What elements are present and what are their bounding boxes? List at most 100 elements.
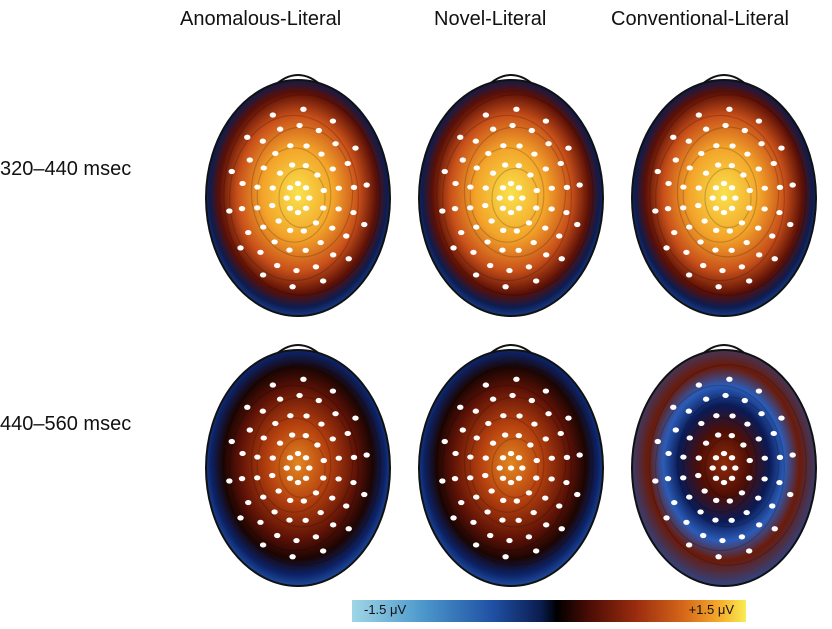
electrode-dot (276, 440, 284, 446)
electrode-dot (246, 427, 253, 433)
electrode-dot (361, 491, 368, 498)
electrode-dot (507, 465, 515, 471)
electrode-dot (712, 227, 720, 233)
electrode-dot (302, 205, 310, 211)
electrode-dot (726, 228, 734, 234)
electrode-dot (755, 388, 763, 394)
electrode-dot (530, 509, 537, 516)
electrode-dot (542, 495, 549, 501)
electrode-dot (439, 478, 446, 484)
electrode-dot (740, 172, 747, 178)
electrode-dot (789, 182, 796, 188)
electrode-dot (527, 442, 534, 448)
electrode-dot (755, 436, 762, 442)
electrode-dot (776, 209, 783, 216)
electrode-dot (452, 450, 459, 457)
electrode-dot (441, 438, 448, 445)
electrode-dot (685, 272, 693, 278)
electrode-dot (769, 233, 776, 239)
contour-band (436, 364, 594, 566)
electrode-dot (680, 205, 687, 211)
electrode-dot (712, 185, 720, 191)
electrode-dot (770, 430, 777, 437)
contour-band (704, 167, 752, 229)
electrode-dot (728, 163, 736, 169)
electrode-dot (502, 284, 509, 290)
electrode-dot (302, 185, 310, 191)
contour-band (278, 167, 326, 229)
electrode-dot (743, 509, 750, 516)
contour-band (649, 364, 807, 566)
electrode-dot (548, 206, 555, 212)
electrode-dot (509, 392, 516, 399)
electrode-dot (302, 433, 310, 439)
electrode-dot (558, 526, 565, 532)
electrode-dot (697, 509, 704, 515)
electrode-dot (712, 455, 720, 461)
electrode-dot (245, 499, 252, 506)
electrode-dot (533, 475, 540, 481)
electrode-dot (459, 157, 466, 163)
electrode-dot (531, 151, 538, 157)
electrode-dot (746, 187, 753, 194)
contour-band (469, 147, 545, 243)
electrode-dot (515, 517, 522, 523)
electrode-dot (720, 209, 728, 216)
electrode-dot (744, 421, 751, 427)
electrode-dot (287, 413, 294, 419)
electrode-dot (695, 185, 702, 191)
topomap-novel-320-440 (418, 74, 604, 317)
electrode-dot (269, 382, 277, 388)
electrode-dot (525, 220, 533, 226)
electrode-dot (329, 436, 336, 442)
colorbar: -1.5 μV +1.5 μV (352, 600, 746, 622)
electrode-dot (473, 435, 480, 441)
electrode-dot (548, 455, 555, 461)
electrode-dot (728, 455, 736, 461)
electrode-dot (472, 272, 480, 278)
electrode-dot (713, 413, 720, 419)
electrode-dot (685, 542, 693, 548)
electrode-dot (729, 413, 736, 419)
electrode-dot (317, 239, 324, 246)
electrode-dot (467, 475, 474, 481)
electrode-dot (335, 185, 342, 191)
electrode-dot (715, 554, 722, 560)
electrode-dot (499, 247, 506, 253)
electrode-dot (712, 205, 720, 211)
electrode-dot (259, 408, 267, 414)
electrode-dot (319, 278, 327, 284)
electrode-dot (680, 454, 687, 460)
electrode-dot (670, 134, 677, 140)
electrode-dot (771, 526, 778, 532)
electrode-dot (713, 143, 720, 149)
electrode-dot (542, 166, 549, 172)
contour-band (682, 417, 758, 513)
electrode-dot (663, 245, 670, 251)
electrode-dot (745, 548, 753, 554)
electrode-dot (761, 185, 768, 191)
electrode-dot (286, 227, 294, 233)
electrode-dot (457, 404, 464, 410)
electrode-dot (755, 225, 762, 231)
electrode-dot (654, 168, 661, 175)
electrode-dot (732, 465, 739, 471)
electrode-dot (695, 472, 702, 479)
electrode-dot (254, 205, 261, 211)
electrode-dot (254, 184, 261, 190)
electrode-dot (507, 195, 515, 201)
electrode-dot (296, 392, 303, 399)
electrode-dot (574, 491, 581, 498)
electrode-dot (776, 184, 784, 190)
electrode-dot (329, 225, 336, 231)
electrode-dot (728, 247, 735, 253)
electrode-dot (719, 267, 726, 274)
electrode-dot (516, 413, 523, 419)
electrode-dot (548, 476, 555, 482)
electrode-dot (548, 185, 555, 191)
electrode-dot (516, 143, 523, 149)
electrode-dot (482, 455, 489, 461)
electrode-dot (513, 498, 521, 504)
electrode-dot (686, 435, 693, 441)
electrode-dot (542, 388, 550, 394)
